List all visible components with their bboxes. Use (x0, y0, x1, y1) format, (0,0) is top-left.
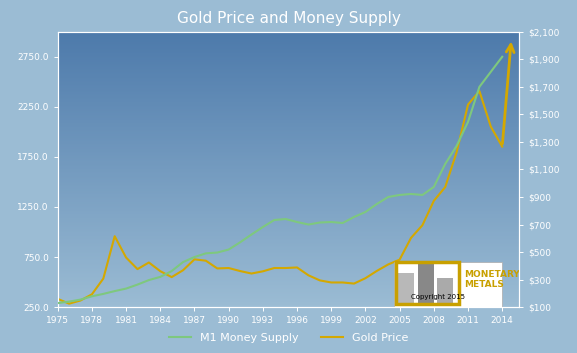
FancyBboxPatch shape (394, 262, 502, 307)
Legend: M1 Money Supply, Gold Price: M1 Money Supply, Gold Price (164, 329, 413, 347)
Text: MONETARY: MONETARY (464, 270, 520, 279)
Text: METALS: METALS (464, 280, 504, 289)
Bar (437, 278, 453, 303)
Title: Gold Price and Money Supply: Gold Price and Money Supply (177, 11, 400, 26)
Text: Copyright 2015: Copyright 2015 (411, 294, 465, 300)
Bar (399, 273, 414, 303)
Bar (418, 264, 434, 303)
